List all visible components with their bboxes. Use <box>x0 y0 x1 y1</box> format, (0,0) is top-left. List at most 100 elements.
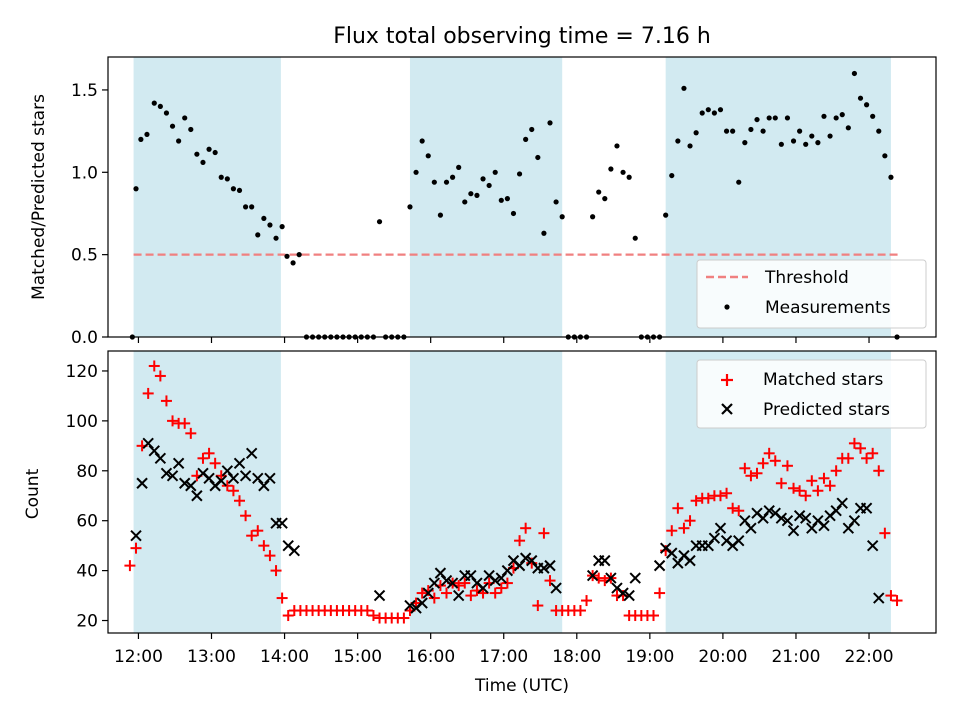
predicted-star-marker <box>763 505 775 517</box>
predicted-star-marker-b <box>605 572 617 584</box>
x-tick-label: 12:00 <box>114 647 163 667</box>
legend-matched-label: Matched stars <box>763 370 883 390</box>
predicted-star-marker-b <box>264 472 276 484</box>
predicted-star-marker <box>629 572 641 584</box>
predicted-star-marker-b <box>136 477 148 489</box>
predicted-star-marker <box>477 582 489 594</box>
measurement-point <box>200 159 206 166</box>
predicted-star-marker-b <box>866 539 879 552</box>
matched-star-marker <box>861 452 873 464</box>
measurement-point <box>290 260 296 266</box>
measurement-point <box>212 149 218 156</box>
predicted-star-marker <box>714 522 727 534</box>
measurement-point <box>468 191 474 197</box>
predicted-star-marker-b <box>836 497 848 509</box>
predicted-star-marker-b <box>197 467 209 479</box>
measurement-point <box>797 128 803 134</box>
predicted-star-marker <box>708 532 721 544</box>
measurement-point <box>510 210 517 217</box>
matched-star-marker <box>751 467 763 479</box>
measurement-point <box>224 176 230 182</box>
matched-star-marker <box>684 515 696 527</box>
x-tick-label: 14:00 <box>260 647 309 667</box>
predicted-star-marker <box>288 544 301 557</box>
measurement-point <box>620 169 626 175</box>
matched-star-marker <box>855 442 867 454</box>
predicted-star-marker-b <box>623 589 635 602</box>
predicted-star-marker <box>787 524 800 537</box>
predicted-star-marker <box>245 447 258 460</box>
predicted-star-marker <box>550 582 562 594</box>
matched-star-marker <box>441 587 453 599</box>
predicted-star-marker-b <box>666 547 678 559</box>
matched-star-marker <box>465 590 477 602</box>
matched-star-marker <box>240 510 252 522</box>
predicted-star-marker-b <box>684 554 696 567</box>
predicted-star-marker-b <box>763 505 775 517</box>
measurement-point <box>839 112 845 118</box>
predicted-star-marker <box>793 510 806 522</box>
measurement-point <box>882 153 888 159</box>
measurement-point <box>687 143 693 149</box>
matched-star-marker <box>824 480 836 492</box>
predicted-star-marker <box>745 522 757 534</box>
y-tick-label: 1.0 <box>71 163 98 183</box>
matched-star-marker <box>830 465 842 477</box>
measurement-point <box>699 110 705 116</box>
measurement-point <box>760 128 766 134</box>
top-y-ticks: 0.0 0.5 1.0 1.5 <box>71 81 108 348</box>
matched-star-marker <box>209 457 221 469</box>
predicted-star-marker <box>653 559 666 572</box>
measurement-point <box>772 115 778 121</box>
predicted-star-marker <box>489 574 501 587</box>
measurement-point <box>157 103 163 110</box>
measurement-point <box>730 128 736 134</box>
matched-star-marker <box>769 455 781 467</box>
measurement-point <box>626 174 632 180</box>
measurement-point <box>723 128 730 134</box>
predicted-star-marker-b <box>501 564 514 577</box>
measurement-point <box>736 179 742 185</box>
predicted-star-marker-b <box>873 592 885 604</box>
matched-star-marker <box>276 592 288 604</box>
measurement-point <box>553 199 559 205</box>
predicted-star-marker <box>836 497 848 509</box>
measurement-point <box>857 95 864 101</box>
predicted-star-marker-b <box>611 582 623 594</box>
matched-star-marker <box>501 577 513 589</box>
measurement-point <box>602 196 608 202</box>
predicted-star-marker-b <box>617 587 629 599</box>
matched-star-marker <box>757 457 769 469</box>
predicted-star-marker-b <box>288 544 301 557</box>
legend-matched-swatch <box>721 374 733 386</box>
measurement-point <box>809 133 815 139</box>
bottom-x-ticks: 12:00 13:00 14:00 15:00 16:00 17:00 18:00 19:00… <box>114 633 894 667</box>
matched-star-marker <box>124 560 136 572</box>
predicted-star-marker-b <box>282 539 294 552</box>
matched-star-marker <box>160 395 172 407</box>
matched-star-marker <box>873 465 885 477</box>
matched-star-marker <box>788 482 800 494</box>
predicted-star-marker-b <box>471 577 483 589</box>
measurement-point <box>876 128 882 134</box>
predicted-star-marker-b <box>678 549 690 562</box>
measurement-point <box>437 212 444 218</box>
predicted-star-marker-b <box>526 554 538 567</box>
predicted-star-marker <box>544 559 556 572</box>
predicted-star-marker-b <box>148 445 160 457</box>
predicted-star-marker-b <box>440 574 453 587</box>
legend-measurements-swatch <box>724 304 730 310</box>
predicted-star-marker-b <box>446 577 459 589</box>
matched-star-marker <box>666 525 678 537</box>
matched-star-marker <box>185 427 197 439</box>
x-tick-label: 18:00 <box>552 647 601 667</box>
measurement-point <box>480 176 486 182</box>
x-tick-label: 17:00 <box>479 647 528 667</box>
measurement-point <box>681 85 687 91</box>
measurement-point <box>492 169 498 175</box>
measurement-point <box>547 120 553 126</box>
predicted-star-marker <box>136 477 148 489</box>
measurement-point <box>711 110 717 116</box>
predicted-star-marker <box>440 574 453 587</box>
matched-star-marker <box>258 540 270 552</box>
